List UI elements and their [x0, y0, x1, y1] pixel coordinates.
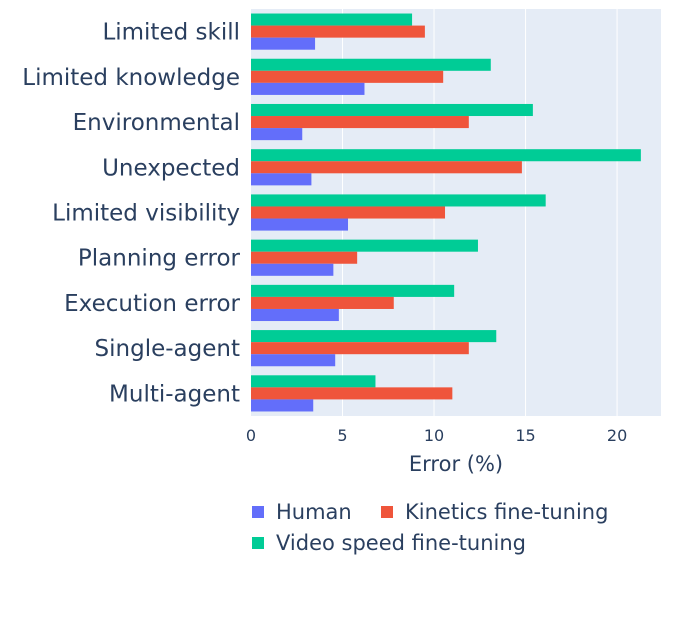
bar-kinetics-fine-tuning: [251, 296, 394, 309]
bar-video-speed-fine-tuning: [251, 58, 491, 71]
bar-video-speed-fine-tuning: [251, 330, 497, 343]
bar-video-speed-fine-tuning: [251, 149, 641, 162]
bar-kinetics-fine-tuning: [251, 116, 469, 129]
bar-human: [251, 354, 336, 367]
bar-video-speed-fine-tuning: [251, 284, 455, 297]
bar-video-speed-fine-tuning: [251, 13, 413, 26]
category-label: Limited visibility: [52, 201, 240, 227]
x-axis-title: Error (%): [409, 452, 503, 476]
bar-kinetics-fine-tuning: [251, 25, 425, 38]
bar-human: [251, 82, 365, 95]
bar-kinetics-fine-tuning: [251, 342, 469, 355]
legend-swatch: [252, 506, 264, 518]
x-tick-label: 0: [246, 426, 256, 445]
category-label: Execution error: [64, 291, 240, 317]
legend-label: Human: [276, 500, 352, 524]
category-label: Multi-agent: [109, 381, 240, 407]
x-tick-label: 20: [607, 426, 627, 445]
bar-kinetics-fine-tuning: [251, 161, 522, 174]
legend: Human Kinetics fine-tuning Video speed fin…: [252, 500, 608, 555]
x-tick-labels: 0 5 10 15 20: [246, 426, 627, 445]
x-tick-label: 15: [515, 426, 535, 445]
bar-kinetics-fine-tuning: [251, 251, 358, 264]
bar-human: [251, 263, 334, 276]
bar-video-speed-fine-tuning: [251, 194, 546, 207]
bar-kinetics-fine-tuning: [251, 387, 453, 400]
legend-swatch: [252, 537, 264, 549]
bar-video-speed-fine-tuning: [251, 103, 533, 117]
bar-video-speed-fine-tuning: [251, 239, 478, 252]
bar-human: [251, 308, 339, 322]
category-label: Single-agent: [95, 336, 240, 362]
bar-human: [251, 37, 316, 50]
x-tick-label: 5: [337, 426, 347, 445]
category-label: Environmental: [73, 110, 240, 136]
category-label: Unexpected: [102, 155, 240, 181]
legend-label: Kinetics fine-tuning: [405, 500, 608, 524]
bar-human: [251, 218, 349, 231]
legend-label: Video speed fine-tuning: [276, 531, 526, 555]
bar-human: [251, 128, 303, 141]
bar-kinetics-fine-tuning: [251, 70, 444, 83]
bars: [251, 13, 641, 412]
category-label: Limited skill: [102, 20, 240, 46]
legend-swatch: [381, 506, 393, 518]
bar-kinetics-fine-tuning: [251, 206, 446, 219]
x-tick-label: 10: [424, 426, 444, 445]
bar-human: [251, 399, 314, 412]
bar-human: [251, 173, 312, 186]
category-label: Limited knowledge: [22, 65, 240, 91]
bar-video-speed-fine-tuning: [251, 375, 376, 388]
category-label: Planning error: [78, 246, 241, 272]
category-labels: Limited skill Limited knowledge Environmen…: [22, 20, 240, 408]
